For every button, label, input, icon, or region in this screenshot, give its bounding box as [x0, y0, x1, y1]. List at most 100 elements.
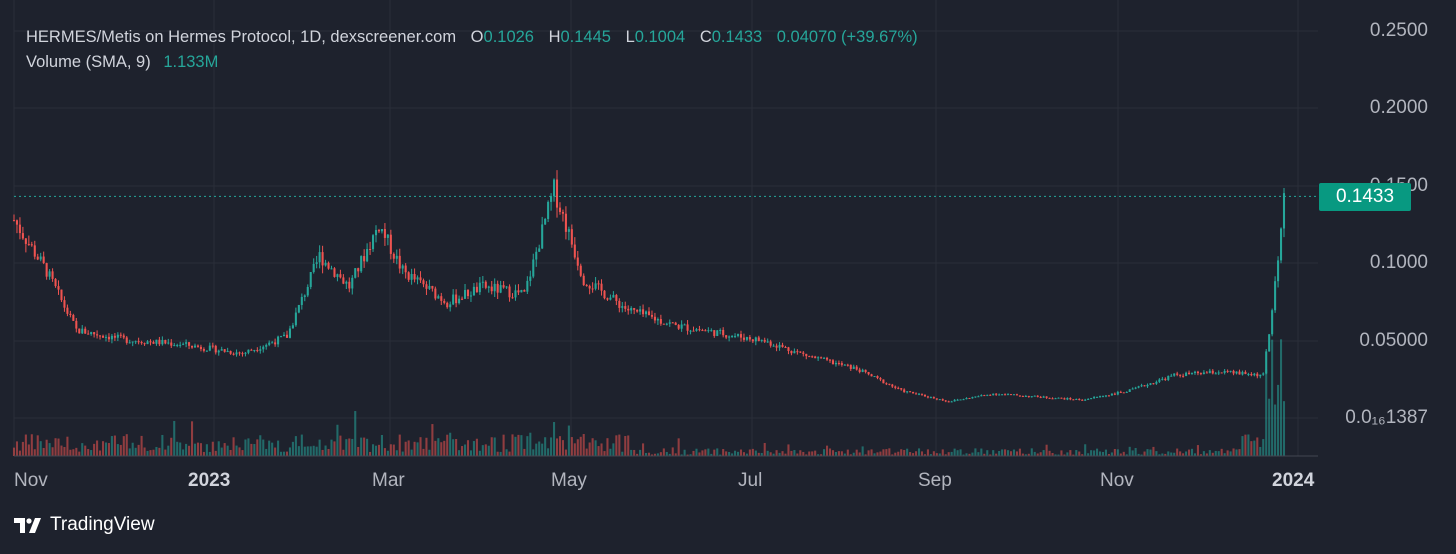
volume-bar — [300, 434, 303, 456]
candle-body — [582, 275, 585, 286]
candle-body — [1098, 396, 1102, 398]
candle-body — [244, 352, 247, 354]
volume-bar — [1235, 449, 1238, 456]
volume-bar — [1104, 449, 1108, 456]
candle-body — [541, 224, 544, 249]
candle-body — [1173, 373, 1176, 376]
volume-bar — [354, 411, 357, 456]
candle-body — [1134, 387, 1137, 389]
candle-body — [259, 349, 262, 351]
volume-bar — [1262, 439, 1265, 456]
candle-body — [722, 329, 725, 336]
y-tick-label: 0.05000 — [1359, 330, 1428, 351]
volume-bar — [268, 440, 271, 456]
candle-body — [90, 332, 93, 335]
candle-body — [1048, 397, 1051, 399]
tradingview-logo[interactable]: TradingView — [14, 514, 155, 536]
volume-bar — [938, 453, 941, 456]
volume-bar — [650, 454, 654, 456]
price-chart[interactable] — [0, 0, 1456, 505]
candle-body — [1075, 398, 1078, 400]
chart-panel[interactable]: HERMES/Metis on Hermes Protocol, 1D, dex… — [0, 0, 1456, 505]
candle-body — [867, 372, 870, 375]
volume-bar — [1279, 339, 1283, 456]
candle-body — [956, 399, 959, 401]
candle-body — [472, 286, 475, 296]
candle-body — [1149, 383, 1152, 385]
volume-bar — [440, 442, 443, 456]
candle-body — [558, 207, 562, 212]
volume-bar — [1253, 440, 1256, 456]
volume-bar — [167, 445, 170, 456]
candle-body — [739, 334, 743, 338]
volume-bar — [226, 445, 229, 456]
volume-bar — [45, 439, 48, 456]
volume-bar — [582, 434, 585, 456]
volume-bar — [99, 450, 102, 456]
candle-body — [1039, 396, 1042, 398]
candle-body — [1155, 381, 1158, 384]
volume-bar — [69, 449, 72, 456]
candle-body — [274, 342, 277, 345]
volume-bar — [30, 434, 33, 456]
candle-body — [751, 339, 754, 342]
candle-body — [529, 276, 532, 281]
volume-bar — [1027, 453, 1030, 456]
volume-bar — [274, 447, 277, 456]
volume-bar — [372, 444, 375, 456]
candle-body — [211, 345, 214, 347]
volume-bar — [1069, 450, 1072, 456]
volume-bar — [51, 447, 54, 456]
candle-body — [202, 349, 205, 351]
candle-body — [481, 281, 484, 283]
candle-body — [30, 244, 33, 246]
candle-body — [923, 394, 926, 397]
volume-bar — [170, 437, 173, 456]
volume-bar — [1238, 449, 1241, 456]
volume-bar — [360, 437, 363, 456]
candle-body — [440, 296, 443, 301]
candle-body — [478, 282, 481, 293]
candle-body — [1271, 310, 1274, 335]
volume-bar — [75, 447, 78, 456]
candle-body — [508, 286, 511, 298]
candle-body — [383, 229, 386, 238]
candle-body — [728, 336, 731, 338]
candle-body — [1060, 397, 1063, 399]
candle-body — [443, 300, 446, 303]
volume-bar — [1155, 451, 1158, 456]
volume-bar — [116, 444, 119, 456]
candle-body — [18, 224, 21, 234]
candle-body — [288, 328, 291, 338]
volume-bar — [989, 454, 992, 456]
volume-bar — [502, 434, 505, 456]
volume-bar — [152, 449, 155, 456]
candle-body — [633, 308, 636, 310]
volume-bar — [653, 453, 656, 456]
volume-bar — [906, 448, 909, 456]
volume-bar — [1188, 449, 1191, 456]
candle-body — [125, 337, 128, 343]
candle-body — [57, 286, 60, 290]
candle-body — [742, 337, 745, 340]
candle-body — [475, 286, 478, 293]
candle-body — [1229, 370, 1232, 372]
volume-bar — [33, 449, 36, 456]
volume-bar — [980, 448, 983, 456]
volume-bar — [1001, 449, 1004, 456]
candle-body — [760, 339, 763, 341]
volume-bar — [369, 451, 372, 456]
candle-body — [253, 349, 256, 351]
volume-bar — [956, 450, 959, 456]
candle-body — [965, 397, 968, 400]
volume-bar — [864, 454, 867, 456]
volume-bar — [944, 454, 947, 456]
candle-body — [188, 342, 191, 346]
candle-body — [271, 342, 274, 344]
volume-bar — [24, 434, 27, 456]
volume-bar — [567, 425, 570, 456]
candle-body — [146, 341, 149, 345]
volume-bar — [1244, 434, 1247, 456]
volume-bar — [182, 449, 185, 456]
volume-bar — [277, 440, 280, 456]
